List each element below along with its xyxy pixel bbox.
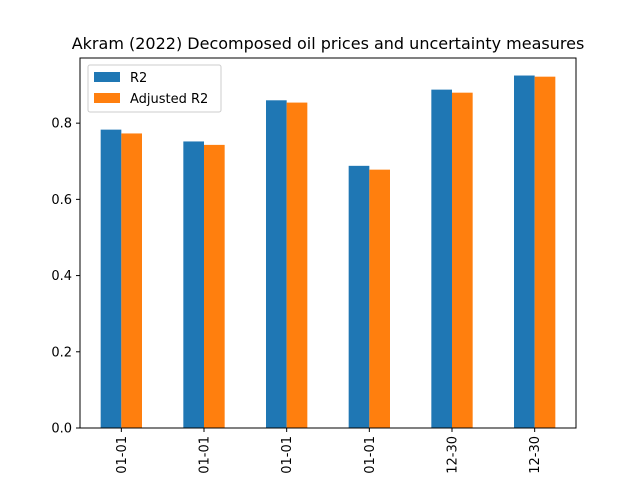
y-tick-label: 0.0 <box>51 422 72 437</box>
legend: R2 Adjusted R2 <box>87 64 222 113</box>
x-tick-label: 01-01 <box>115 436 130 474</box>
x-tick-label: 01-01 <box>280 436 295 474</box>
bar-r2-0 <box>100 129 122 428</box>
bar-r2-5 <box>514 75 535 428</box>
legend-label-r2: R2 <box>130 71 147 86</box>
bar-r2-4 <box>431 89 452 428</box>
legend-swatch-adjusted-r2 <box>94 93 120 103</box>
x-tick-label: 01-01 <box>198 436 213 474</box>
bar-r2-2 <box>266 100 287 428</box>
bar-adjusted-r2-5 <box>534 76 556 428</box>
bar-adjusted-r2-1 <box>204 144 225 428</box>
legend-label-adjusted-r2: Adjusted R2 <box>130 92 208 107</box>
y-tick-label: 0.6 <box>51 193 72 208</box>
y-tick-label: 0.4 <box>51 269 72 284</box>
plot-area: 01-01 01-01 01-01 01-01 12-30 12-30 0.0 0.2 0.4 0… <box>51 75 556 474</box>
x-tick-label: 12-30 <box>446 436 461 474</box>
x-tick-label: 01-01 <box>363 436 378 474</box>
legend-swatch-r2 <box>94 72 120 82</box>
bar-adjusted-r2-4 <box>452 92 473 428</box>
bar-adjusted-r2-2 <box>286 102 308 429</box>
bar-r2-3 <box>348 165 370 428</box>
bar-r2-1 <box>183 141 204 428</box>
y-tick-label: 0.2 <box>51 345 72 360</box>
y-tick-label: 0.8 <box>51 117 72 132</box>
plot-frame <box>79 57 577 429</box>
chart-title: Akram (2022) Decomposed oil prices and u… <box>72 34 585 53</box>
legend-box <box>87 64 222 113</box>
x-tick-label: 12-30 <box>528 436 543 474</box>
bar-adjusted-r2-0 <box>121 133 142 428</box>
bar-adjusted-r2-3 <box>369 169 390 429</box>
